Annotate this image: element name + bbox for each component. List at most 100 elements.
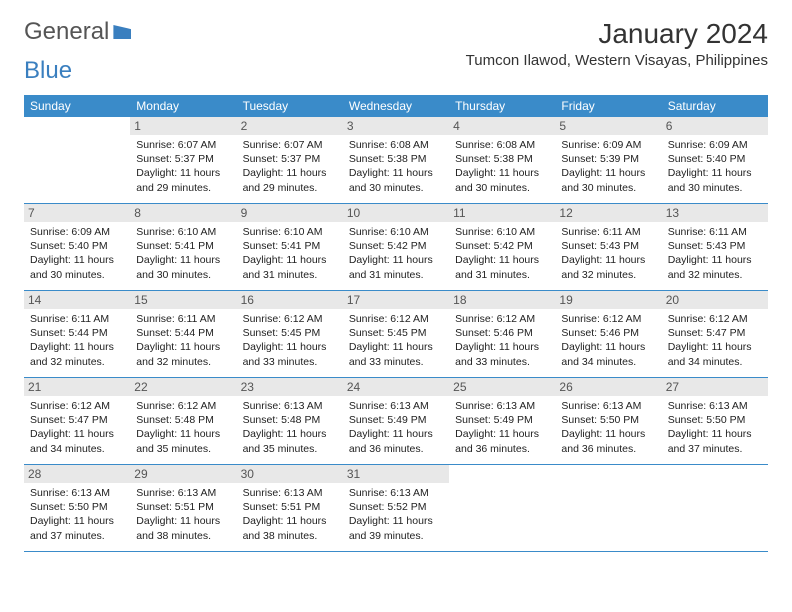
calendar-cell — [555, 465, 661, 551]
cell-line: Sunset: 5:39 PM — [561, 152, 655, 166]
cell-line: Sunset: 5:50 PM — [561, 413, 655, 427]
cell-line: and 32 minutes. — [136, 355, 230, 369]
cell-line: Sunset: 5:42 PM — [455, 239, 549, 253]
cell-line: Daylight: 11 hours — [668, 166, 762, 180]
calendar-cell: 22Sunrise: 6:12 AMSunset: 5:48 PMDayligh… — [130, 378, 236, 464]
cell-line: Sunset: 5:47 PM — [30, 413, 124, 427]
cell-line: and 35 minutes. — [243, 442, 337, 456]
cell-text: Sunrise: 6:07 AMSunset: 5:37 PMDaylight:… — [243, 138, 337, 195]
title-block: January 2024 Tumcon Ilawod, Western Visa… — [466, 18, 768, 69]
cell-text: Sunrise: 6:11 AMSunset: 5:43 PMDaylight:… — [561, 225, 655, 282]
day-header-tue: Tuesday — [237, 95, 343, 117]
day-number: 17 — [343, 291, 449, 309]
cell-line: Sunset: 5:52 PM — [349, 500, 443, 514]
day-number: 19 — [555, 291, 661, 309]
day-number: 3 — [343, 117, 449, 135]
cell-line: Sunrise: 6:07 AM — [136, 138, 230, 152]
cell-line: Sunrise: 6:13 AM — [30, 486, 124, 500]
cell-line: Sunset: 5:44 PM — [30, 326, 124, 340]
cell-line: Sunrise: 6:13 AM — [668, 399, 762, 413]
cell-line: and 30 minutes. — [561, 181, 655, 195]
calendar-cell: 14 Sunrise: 6:11 AMSunset: 5:44 PMDayligh… — [24, 291, 130, 377]
day-number: 5 — [555, 117, 661, 135]
cell-line: Daylight: 11 hours — [136, 340, 230, 354]
day-number: 31 — [343, 465, 449, 483]
calendar-cell: 26 Sunrise: 6:13 AMSunset: 5:50 PMDayligh… — [555, 378, 661, 464]
cell-line: Sunset: 5:51 PM — [136, 500, 230, 514]
calendar-cell: 25Sunrise: 6:13 AMSunset: 5:49 PMDayligh… — [449, 378, 555, 464]
cell-text: Sunrise: 6:12 AMSunset: 5:46 PMDaylight:… — [561, 312, 655, 369]
day-number: 12 — [555, 204, 661, 222]
week-row: 1 Sunrise: 6:07 AMSunset: 5:37 PMDaylight… — [24, 117, 768, 204]
cell-line: Daylight: 11 hours — [561, 340, 655, 354]
cell-line: Daylight: 11 hours — [455, 427, 549, 441]
cell-line: Daylight: 11 hours — [349, 427, 443, 441]
day-number: 18 — [449, 291, 555, 309]
day-header-wed: Wednesday — [343, 95, 449, 117]
day-number: 7 — [24, 204, 130, 222]
cell-line: Daylight: 11 hours — [349, 253, 443, 267]
day-number: 28 — [24, 465, 130, 483]
cell-text: Sunrise: 6:12 AMSunset: 5:47 PMDaylight:… — [30, 399, 124, 456]
calendar-cell: 12 Sunrise: 6:11 AMSunset: 5:43 PMDayligh… — [555, 204, 661, 290]
cell-line: Sunset: 5:45 PM — [349, 326, 443, 340]
cell-line: and 30 minutes. — [30, 268, 124, 282]
cell-line: Sunset: 5:50 PM — [30, 500, 124, 514]
cell-text: Sunrise: 6:13 AMSunset: 5:51 PMDaylight:… — [243, 486, 337, 543]
day-number: 13 — [662, 204, 768, 222]
cell-line: Sunrise: 6:11 AM — [30, 312, 124, 326]
day-header-row: Sunday Monday Tuesday Wednesday Thursday… — [24, 95, 768, 117]
cell-line: Sunrise: 6:11 AM — [136, 312, 230, 326]
cell-line: Sunrise: 6:13 AM — [136, 486, 230, 500]
day-number: 26 — [555, 378, 661, 396]
cell-text: Sunrise: 6:10 AMSunset: 5:41 PMDaylight:… — [136, 225, 230, 282]
cell-text: Sunrise: 6:13 AMSunset: 5:50 PMDaylight:… — [561, 399, 655, 456]
cell-line: Sunrise: 6:13 AM — [455, 399, 549, 413]
day-number: 29 — [130, 465, 236, 483]
cell-line: and 34 minutes. — [30, 442, 124, 456]
cell-line: Daylight: 11 hours — [243, 427, 337, 441]
cell-line: and 32 minutes. — [561, 268, 655, 282]
cell-text: Sunrise: 6:10 AMSunset: 5:42 PMDaylight:… — [455, 225, 549, 282]
cell-text: Sunrise: 6:13 AMSunset: 5:49 PMDaylight:… — [349, 399, 443, 456]
logo-text-blue: Blue — [24, 57, 72, 85]
day-header-fri: Friday — [555, 95, 661, 117]
calendar-cell: 27Sunrise: 6:13 AMSunset: 5:50 PMDayligh… — [662, 378, 768, 464]
cell-line: and 30 minutes. — [349, 181, 443, 195]
cell-text: Sunrise: 6:13 AMSunset: 5:48 PMDaylight:… — [243, 399, 337, 456]
cell-line: Sunrise: 6:12 AM — [136, 399, 230, 413]
cell-line: Daylight: 11 hours — [561, 253, 655, 267]
cell-line: and 31 minutes. — [243, 268, 337, 282]
cell-line: Daylight: 11 hours — [136, 514, 230, 528]
cell-line: Sunset: 5:41 PM — [136, 239, 230, 253]
cell-line: and 33 minutes. — [349, 355, 443, 369]
cell-line: Sunset: 5:40 PM — [668, 152, 762, 166]
cell-line: Daylight: 11 hours — [243, 514, 337, 528]
day-number: 16 — [237, 291, 343, 309]
calendar-cell: 1 Sunrise: 6:07 AMSunset: 5:37 PMDaylight… — [130, 117, 236, 203]
cell-line: Sunset: 5:38 PM — [455, 152, 549, 166]
cell-line: and 37 minutes. — [668, 442, 762, 456]
cell-line: and 34 minutes. — [668, 355, 762, 369]
calendar-cell: 16Sunrise: 6:12 AMSunset: 5:45 PMDayligh… — [237, 291, 343, 377]
day-number: 14 — [24, 291, 130, 309]
cell-line: and 32 minutes. — [668, 268, 762, 282]
cell-line: Daylight: 11 hours — [136, 253, 230, 267]
cell-line: and 36 minutes. — [561, 442, 655, 456]
cell-line: Sunrise: 6:09 AM — [668, 138, 762, 152]
cell-line: and 38 minutes. — [243, 529, 337, 543]
calendar-cell: 4Sunrise: 6:08 AMSunset: 5:38 PMDaylight… — [449, 117, 555, 203]
cell-text: Sunrise: 6:09 AMSunset: 5:39 PMDaylight:… — [561, 138, 655, 195]
cell-line: Sunrise: 6:08 AM — [349, 138, 443, 152]
cell-line: Sunrise: 6:10 AM — [243, 225, 337, 239]
cell-line: Sunrise: 6:13 AM — [349, 486, 443, 500]
cell-line: Sunset: 5:49 PM — [455, 413, 549, 427]
day-number: 8 — [130, 204, 236, 222]
day-number: 1 — [130, 117, 236, 135]
calendar-cell: 3Sunrise: 6:08 AMSunset: 5:38 PMDaylight… — [343, 117, 449, 203]
cell-line: Sunrise: 6:07 AM — [243, 138, 337, 152]
cell-line: Sunrise: 6:12 AM — [30, 399, 124, 413]
cell-text: Sunrise: 6:07 AMSunset: 5:37 PMDaylight:… — [136, 138, 230, 195]
cell-text: Sunrise: 6:11 AMSunset: 5:44 PMDaylight:… — [30, 312, 124, 369]
cell-line: Daylight: 11 hours — [455, 340, 549, 354]
